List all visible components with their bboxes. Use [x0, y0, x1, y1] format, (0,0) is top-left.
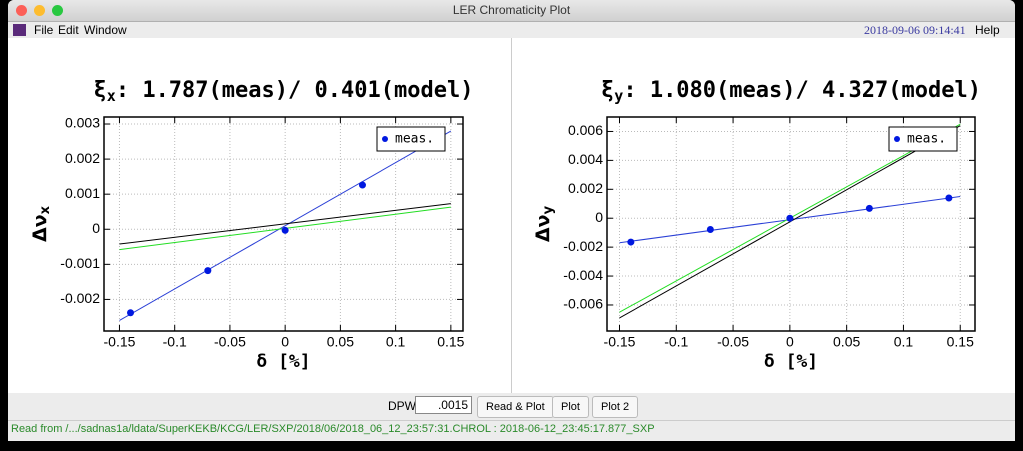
x-tick-label: 0.15 [947, 334, 974, 350]
title-symbol: ξ [94, 78, 107, 103]
x-tick-label: 0 [281, 334, 289, 350]
button[interactable]: Plot [552, 396, 589, 418]
data-point [706, 225, 714, 233]
title-symbol: ξ [601, 78, 614, 103]
y-tick-label: -0.002 [60, 290, 100, 306]
dpw-input[interactable]: .0015 [415, 396, 472, 414]
y-tick-label: -0.001 [60, 255, 100, 271]
y-tick-label: 0 [595, 209, 603, 225]
fit-line [119, 130, 452, 321]
window: LER Chromaticity Plot File Edit Window 2… [8, 0, 1015, 441]
y-label-symbol: Δν [29, 214, 51, 242]
data-point [358, 181, 366, 189]
menu-item[interactable]: Window [84, 23, 127, 37]
x-tick-label: 0.15 [437, 334, 464, 350]
x-tick-label: -0.15 [604, 334, 636, 350]
legend-box [376, 126, 446, 152]
chart-title: ξy: 1.080(meas)/ 4.327(model) [601, 78, 981, 105]
fit-line [619, 125, 961, 319]
zoom-button[interactable] [52, 5, 63, 16]
legend-marker [382, 136, 388, 142]
y-tick-label: -0.002 [563, 238, 603, 254]
status-bar: Read from /.../sadnas1a/ldata/SuperKEKB/… [8, 420, 1015, 437]
divider [511, 38, 512, 393]
title-subscript: x [107, 87, 116, 105]
data-point [865, 204, 873, 212]
data-point [127, 309, 135, 317]
y-label-symbol: Δν [532, 214, 554, 242]
menu-item[interactable]: File [34, 23, 54, 37]
data-point [627, 238, 635, 246]
chart-title: ξx: 1.787(meas)/ 0.401(model) [94, 78, 474, 105]
x-tick-label: 0.1 [386, 334, 406, 350]
data-point [786, 214, 794, 222]
legend-marker [894, 136, 900, 142]
app-icon [13, 24, 26, 36]
y-tick-label: 0.001 [65, 185, 100, 201]
x-tick-label: -0.1 [664, 334, 688, 350]
x-tick-label: -0.15 [104, 334, 136, 350]
window-title: LER Chromaticity Plot [452, 3, 571, 17]
plot-frame [103, 116, 464, 332]
minimize-button[interactable] [34, 5, 45, 16]
data-point [945, 194, 953, 202]
x-tick-label: 0.05 [833, 334, 860, 350]
x-axis-label: δ [%] [764, 351, 818, 372]
button[interactable]: Plot 2 [592, 396, 639, 418]
x-tick-label: 0.1 [894, 334, 914, 350]
x-tick-label: 0.05 [327, 334, 354, 350]
title-text: : 1.787(meas)/ 0.401(model) [116, 78, 474, 103]
legend-box [888, 126, 958, 152]
legend-label: meas. [907, 132, 946, 147]
data-point [204, 267, 212, 275]
y-axis-label: Δνx [29, 205, 53, 242]
x-tick-label: -0.05 [717, 334, 749, 350]
data-point [281, 226, 289, 234]
y-label-subscript: y [541, 205, 556, 214]
menu-item[interactable]: Help [975, 23, 1000, 37]
x-tick-label: 0 [786, 334, 794, 350]
y-axis-label: Δνy [532, 205, 556, 242]
timestamp: 2018-09-06 09:14:41 [864, 23, 966, 37]
menu-bar: File Edit Window 2018-09-06 09:14:41 Hel… [8, 22, 1015, 38]
close-button[interactable] [16, 5, 27, 16]
y-tick-label: 0.004 [568, 151, 603, 167]
y-tick-label: 0 [92, 220, 100, 236]
x-axis-label: δ [%] [256, 351, 310, 372]
dpw-label: DPW [388, 399, 416, 413]
x-tick-label: -0.05 [214, 334, 246, 350]
title-subscript: y [614, 87, 623, 105]
x-tick-label: -0.1 [163, 334, 187, 350]
y-tick-label: -0.004 [563, 267, 603, 283]
fit-line [119, 203, 451, 245]
y-tick-label: 0.002 [568, 180, 603, 196]
y-tick-label: 0.002 [65, 150, 100, 166]
controls: DPW .0015 Read & Plot Plot Plot 2 [8, 393, 1015, 420]
title-text: : 1.080(meas)/ 4.327(model) [623, 78, 981, 103]
title-bar: LER Chromaticity Plot [8, 0, 1015, 22]
y-tick-label: 0.003 [65, 115, 100, 131]
legend-label: meas. [395, 132, 434, 147]
plot-frame [606, 116, 976, 332]
y-tick-label: 0.006 [568, 122, 603, 138]
menu-item[interactable]: Edit [58, 23, 79, 37]
button[interactable]: Read & Plot [477, 396, 554, 418]
y-label-subscript: x [38, 205, 53, 214]
y-tick-label: -0.006 [563, 296, 603, 312]
